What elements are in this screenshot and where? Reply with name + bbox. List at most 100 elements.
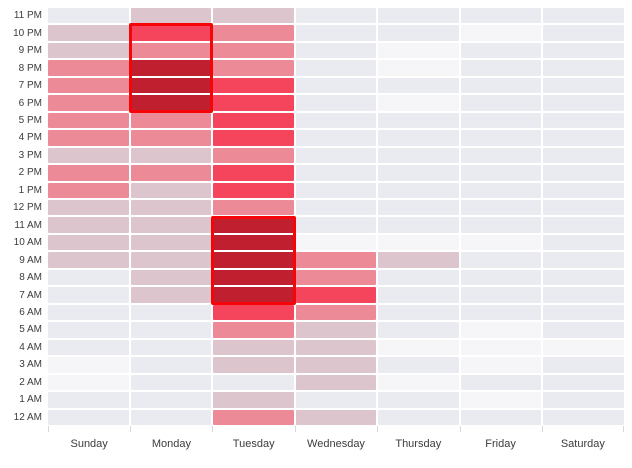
heatmap-cell[interactable] [378, 339, 459, 356]
heatmap-cell[interactable] [460, 95, 542, 111]
heatmap-cell[interactable] [460, 304, 542, 321]
heatmap-cell[interactable] [295, 304, 377, 321]
heatmap-cell[interactable] [543, 234, 624, 251]
heatmap-cell[interactable] [130, 77, 212, 94]
heatmap-cell[interactable] [130, 357, 212, 373]
heatmap-cell[interactable] [48, 112, 129, 129]
heatmap-cell[interactable] [48, 304, 129, 321]
heatmap-cell[interactable] [543, 304, 624, 321]
heatmap-cell[interactable] [543, 182, 624, 199]
heatmap-cell[interactable] [543, 8, 624, 24]
heatmap-cell[interactable] [48, 287, 129, 303]
heatmap-cell[interactable] [130, 95, 212, 111]
heatmap-cell[interactable] [213, 8, 294, 24]
heatmap-cell[interactable] [378, 165, 459, 181]
heatmap-cell[interactable] [295, 339, 377, 356]
heatmap-cell[interactable] [48, 339, 129, 356]
heatmap-cell[interactable] [543, 217, 624, 233]
heatmap-cell[interactable] [130, 25, 212, 41]
heatmap-cell[interactable] [48, 374, 129, 391]
heatmap-cell[interactable] [213, 304, 294, 321]
heatmap-cell[interactable] [48, 234, 129, 251]
heatmap-cell[interactable] [48, 42, 129, 59]
heatmap-cell[interactable] [48, 322, 129, 338]
heatmap-cell[interactable] [130, 409, 212, 425]
heatmap-cell[interactable] [213, 95, 294, 111]
heatmap-cell[interactable] [295, 252, 377, 268]
heatmap-cell[interactable] [543, 25, 624, 41]
heatmap-cell[interactable] [460, 252, 542, 268]
heatmap-cell[interactable] [213, 130, 294, 146]
heatmap-cell[interactable] [460, 165, 542, 181]
heatmap-cell[interactable] [48, 392, 129, 408]
heatmap-cell[interactable] [48, 147, 129, 164]
heatmap-cell[interactable] [213, 165, 294, 181]
heatmap-cell[interactable] [378, 182, 459, 199]
heatmap-cell[interactable] [213, 77, 294, 94]
heatmap-cell[interactable] [460, 25, 542, 41]
heatmap-cell[interactable] [213, 374, 294, 391]
heatmap-cell[interactable] [213, 269, 294, 286]
heatmap-cell[interactable] [48, 252, 129, 268]
heatmap-cell[interactable] [543, 339, 624, 356]
heatmap-cell[interactable] [378, 77, 459, 94]
heatmap-cell[interactable] [213, 392, 294, 408]
heatmap-cell[interactable] [295, 234, 377, 251]
heatmap-cell[interactable] [378, 147, 459, 164]
heatmap-cell[interactable] [130, 112, 212, 129]
heatmap-cell[interactable] [130, 234, 212, 251]
heatmap-cell[interactable] [543, 392, 624, 408]
heatmap-cell[interactable] [543, 112, 624, 129]
heatmap-cell[interactable] [460, 339, 542, 356]
heatmap-cell[interactable] [213, 42, 294, 59]
heatmap-cell[interactable] [213, 339, 294, 356]
heatmap-cell[interactable] [460, 234, 542, 251]
heatmap-cell[interactable] [213, 217, 294, 233]
heatmap-cell[interactable] [295, 77, 377, 94]
heatmap-cell[interactable] [378, 112, 459, 129]
heatmap-cell[interactable] [295, 287, 377, 303]
heatmap-cell[interactable] [378, 304, 459, 321]
heatmap-cell[interactable] [295, 147, 377, 164]
heatmap-cell[interactable] [213, 112, 294, 129]
heatmap-cell[interactable] [378, 234, 459, 251]
heatmap-cell[interactable] [295, 269, 377, 286]
heatmap-cell[interactable] [295, 409, 377, 425]
heatmap-cell[interactable] [378, 200, 459, 216]
heatmap-cell[interactable] [130, 130, 212, 146]
heatmap-cell[interactable] [130, 322, 212, 338]
heatmap-cell[interactable] [213, 25, 294, 41]
heatmap-cell[interactable] [378, 217, 459, 233]
heatmap-cell[interactable] [378, 42, 459, 59]
heatmap-cell[interactable] [130, 339, 212, 356]
heatmap-cell[interactable] [213, 200, 294, 216]
heatmap-cell[interactable] [213, 60, 294, 76]
heatmap-cell[interactable] [130, 252, 212, 268]
heatmap-cell[interactable] [460, 60, 542, 76]
heatmap-cell[interactable] [48, 357, 129, 373]
heatmap-cell[interactable] [213, 357, 294, 373]
heatmap-cell[interactable] [130, 392, 212, 408]
heatmap-cell[interactable] [543, 60, 624, 76]
heatmap-cell[interactable] [460, 287, 542, 303]
heatmap-cell[interactable] [460, 269, 542, 286]
heatmap-cell[interactable] [543, 42, 624, 59]
heatmap-cell[interactable] [213, 234, 294, 251]
heatmap-cell[interactable] [378, 374, 459, 391]
heatmap-cell[interactable] [130, 42, 212, 59]
heatmap-cell[interactable] [378, 8, 459, 24]
heatmap-cell[interactable] [295, 112, 377, 129]
heatmap-cell[interactable] [543, 322, 624, 338]
heatmap-cell[interactable] [543, 374, 624, 391]
heatmap-cell[interactable] [295, 392, 377, 408]
heatmap-cell[interactable] [378, 130, 459, 146]
heatmap-cell[interactable] [378, 357, 459, 373]
heatmap-cell[interactable] [460, 374, 542, 391]
heatmap-cell[interactable] [543, 130, 624, 146]
heatmap-cell[interactable] [460, 130, 542, 146]
heatmap-cell[interactable] [460, 112, 542, 129]
heatmap-cell[interactable] [48, 77, 129, 94]
heatmap-cell[interactable] [378, 322, 459, 338]
heatmap-cell[interactable] [213, 147, 294, 164]
heatmap-cell[interactable] [48, 217, 129, 233]
